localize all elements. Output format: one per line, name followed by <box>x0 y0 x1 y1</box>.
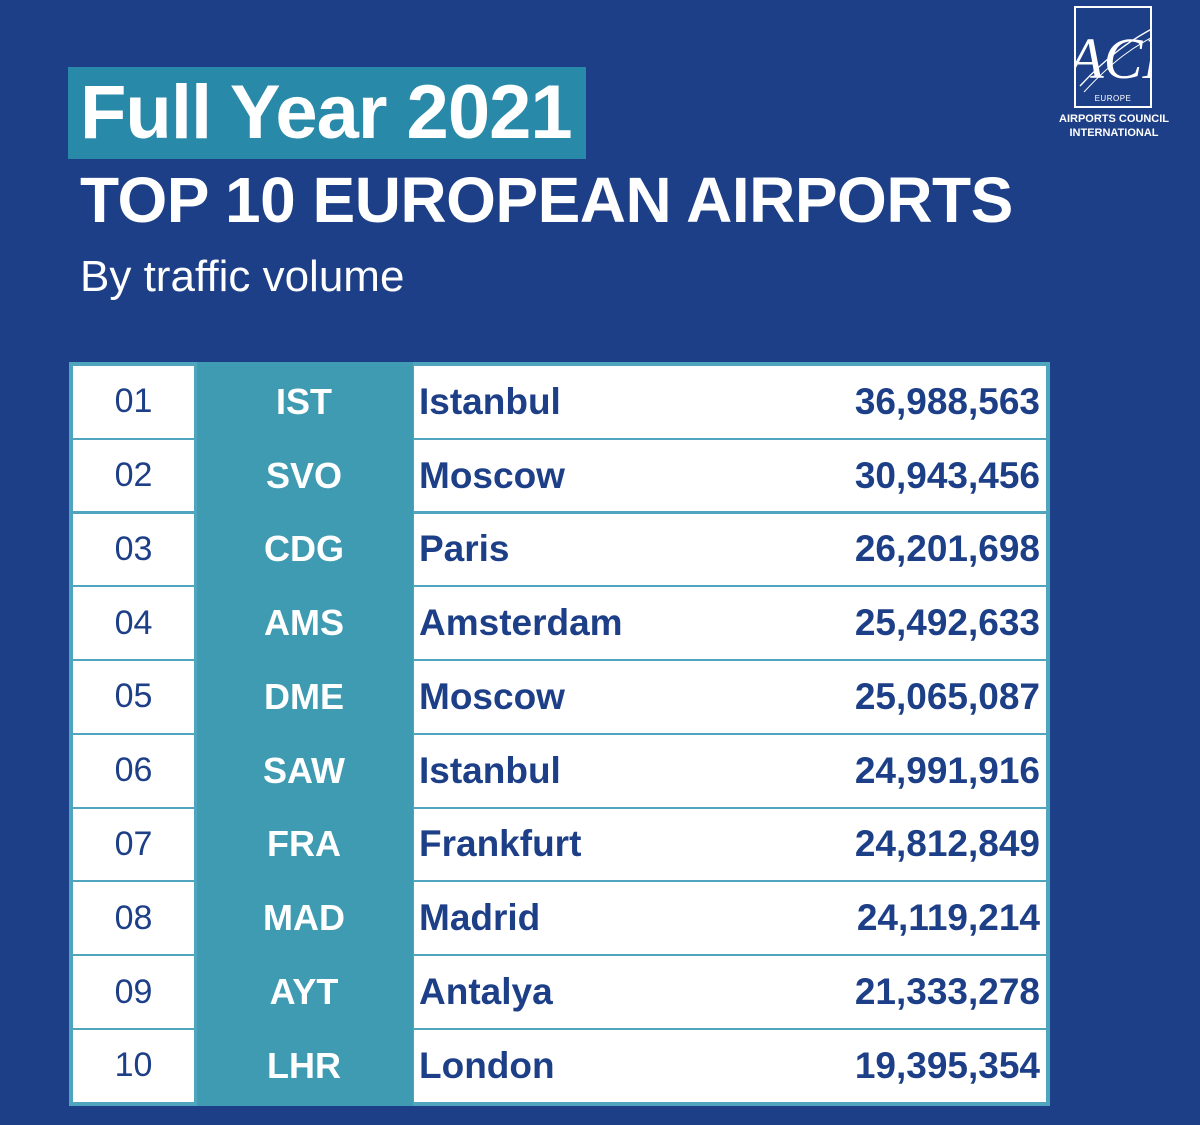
rank-cell: 10 <box>73 1030 194 1102</box>
passenger-count: 24,991,916 <box>854 749 1040 791</box>
table-body: 01 IST Istanbul 36,988,563 02 SVO Moscow 30,943… <box>73 366 1046 1102</box>
rank-cell: 06 <box>73 734 194 807</box>
airport-code-cell: LHR <box>267 1044 341 1086</box>
city-value-cell: Moscow 25,065,087 <box>414 661 1046 733</box>
code-column-band <box>197 362 413 1106</box>
airport-table: 01 IST Istanbul 36,988,563 02 SVO Moscow 30,943… <box>69 362 1050 1106</box>
city-name: Frankfurt <box>419 823 582 865</box>
passenger-count: 24,119,214 <box>856 897 1040 939</box>
airport-code-cell: SVO <box>265 454 343 496</box>
page-subtitle: By traffic volume <box>80 252 405 301</box>
airport-code-cell: IST <box>275 380 332 422</box>
passenger-count: 26,201,698 <box>854 528 1040 570</box>
city-value-cell: Antalya 21,333,278 <box>414 956 1046 1028</box>
table-row: 06 SAW Istanbul 24,991,916 <box>73 734 1046 807</box>
passenger-count: 30,943,456 <box>854 454 1040 496</box>
city-name: Istanbul <box>419 380 561 422</box>
passenger-count: 24,812,849 <box>854 823 1040 865</box>
rank-cell: 02 <box>73 439 194 512</box>
city-name: Moscow <box>419 675 565 717</box>
city-value-cell: Frankfurt 24,812,849 <box>414 808 1046 881</box>
airport-code-cell: FRA <box>267 823 341 865</box>
city-name: Istanbul <box>419 749 561 791</box>
rank-cell: 07 <box>73 808 194 881</box>
passenger-count: 25,065,087 <box>854 675 1040 717</box>
city-name: Madrid <box>419 897 541 939</box>
badge-text: Full Year 2021 <box>80 70 573 155</box>
city-name: London <box>419 1044 555 1086</box>
rank-cell: 09 <box>73 956 194 1028</box>
city-value-cell: Istanbul 24,991,916 <box>414 734 1046 807</box>
aci-logo: ACI EUROPE AIRPORTS COUNCIL INTERNATIONA… <box>1058 6 1170 156</box>
table-row: 02 SVO Moscow 30,943,456 <box>73 439 1046 512</box>
table-row: 05 DME Moscow 25,065,087 <box>73 661 1046 733</box>
city-value-cell: Moscow 30,943,456 <box>414 439 1046 512</box>
airport-code-cell: AMS <box>264 602 344 644</box>
city-name: Moscow <box>419 454 565 496</box>
table-row: 08 MAD Madrid 24,119,214 <box>73 882 1046 955</box>
rank-cell: 05 <box>73 661 194 733</box>
city-value-cell: Istanbul 36,988,563 <box>414 366 1046 438</box>
aci-logo-mark: ACI EUROPE <box>1074 6 1152 108</box>
city-value-cell: Madrid 24,119,214 <box>414 882 1046 955</box>
aci-logo-line1: AIRPORTS COUNCIL <box>1059 113 1169 125</box>
aci-logo-line2: INTERNATIONAL <box>1069 127 1159 139</box>
passenger-count: 36,988,563 <box>854 380 1040 422</box>
table-row: 09 AYT Antalya 21,333,278 <box>73 956 1046 1028</box>
airport-code-cell: SAW <box>262 749 345 791</box>
city-value-cell: Amsterdam 25,492,633 <box>414 587 1046 659</box>
passenger-count: 21,333,278 <box>854 971 1040 1013</box>
airport-code-cell: CDG <box>264 528 344 570</box>
city-name: Antalya <box>419 971 553 1013</box>
table-row: 03 CDG Paris 26,201,698 <box>73 513 1046 586</box>
table-row: 10 LHR London 19,395,354 <box>73 1030 1046 1102</box>
rank-cell: 08 <box>73 882 194 955</box>
rank-cell: 04 <box>73 587 194 659</box>
airport-code-cell: MAD <box>263 897 345 939</box>
airport-code-cell: AYT <box>269 971 339 1013</box>
city-name: Paris <box>419 528 510 570</box>
airport-code-cell: DME <box>264 675 344 717</box>
table-row: 01 IST Istanbul 36,988,563 <box>73 366 1046 438</box>
city-value-cell: Paris 26,201,698 <box>414 513 1046 586</box>
page-title: TOP 10 EUROPEAN AIRPORTS <box>80 164 1013 236</box>
aci-logo-text: AIRPORTS COUNCIL INTERNATIONAL <box>1058 112 1170 140</box>
city-value-cell: London 19,395,354 <box>414 1030 1046 1102</box>
passenger-count: 19,395,354 <box>854 1044 1040 1086</box>
city-name: Amsterdam <box>419 602 623 644</box>
aci-logo-icon: ACI <box>1076 26 1150 93</box>
table-row: 07 FRA Frankfurt 24,812,849 <box>73 808 1046 881</box>
rank-cell: 01 <box>73 366 194 438</box>
table-row: 04 AMS Amsterdam 25,492,633 <box>73 587 1046 659</box>
passenger-count: 25,492,633 <box>854 602 1040 644</box>
title-badge: Full Year 2021 <box>68 67 586 159</box>
rank-cell: 03 <box>73 513 194 586</box>
aci-logo-region: EUROPE <box>1094 94 1132 103</box>
